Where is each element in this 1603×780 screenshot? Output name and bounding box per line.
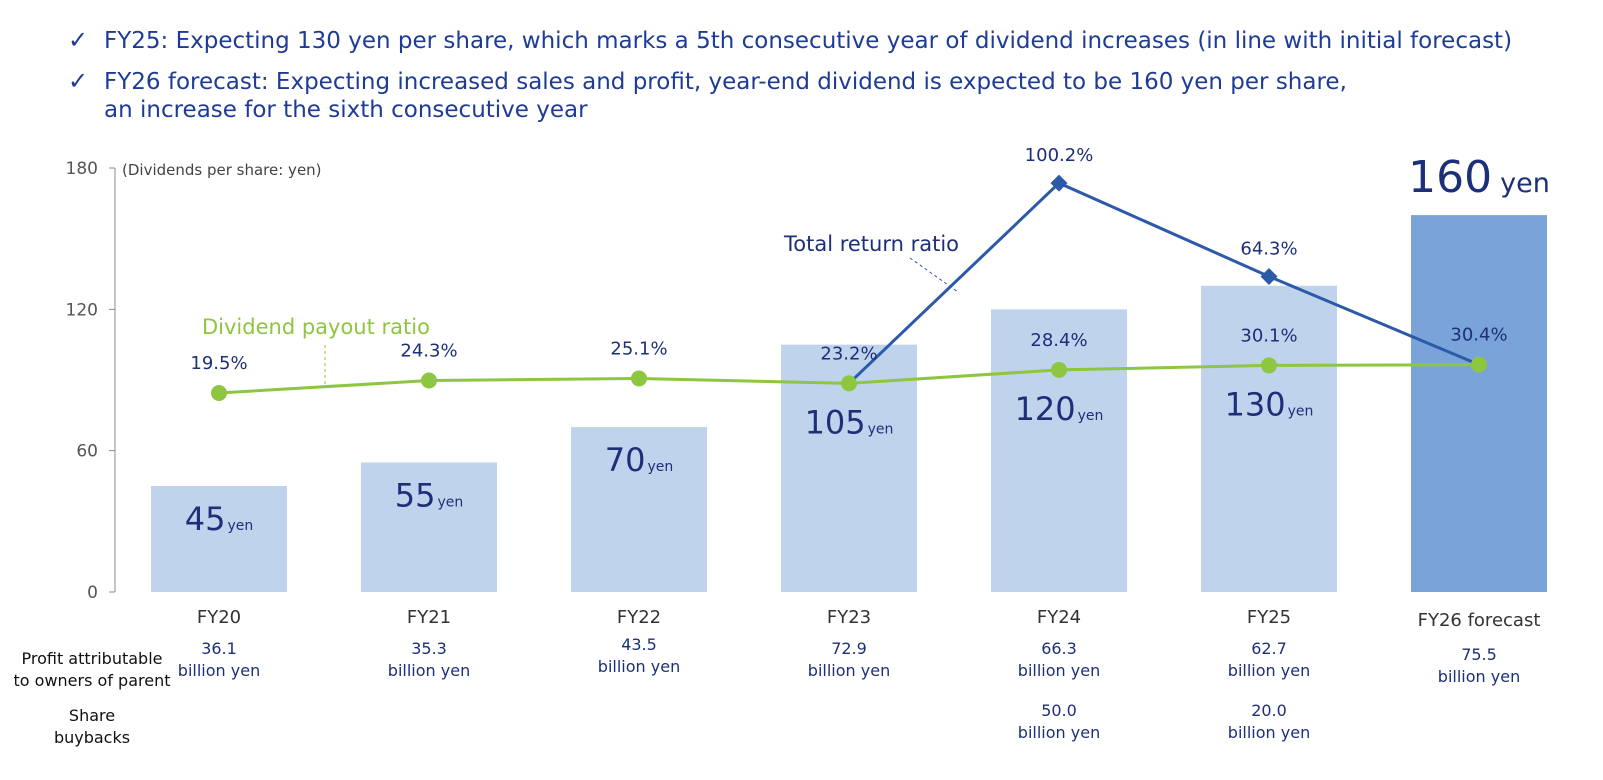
bar-unit: yen [868, 421, 894, 437]
axis-label: (Dividends per share: yen) [122, 161, 322, 179]
bullet-text: FY25: Expecting 130 yen per share, which… [104, 28, 1512, 54]
y-tick-label: 60 [76, 442, 98, 462]
row-label: to owners of parent [14, 671, 171, 690]
bar-value: 70 [605, 441, 646, 479]
bar-unit: yen [1078, 408, 1104, 424]
bar-value: 55 [395, 476, 436, 514]
data-label: 25.1% [610, 338, 667, 359]
legend-label: Dividend payout ratio [202, 315, 430, 339]
row-value: 35.3 [411, 639, 447, 658]
x-tick-label: FY23 [827, 607, 871, 628]
bar-label: 130 yen [1225, 385, 1314, 423]
bar-value: 105 [805, 403, 866, 441]
row-label: buybacks [54, 728, 130, 747]
row-value: 66.3 [1041, 639, 1077, 658]
row-value: 36.1 [201, 639, 237, 658]
bar-unit: yen [1500, 168, 1550, 199]
x-tick-label: FY22 [617, 607, 661, 628]
bar-label: 45 yen [185, 500, 254, 538]
data-label: 30.1% [1240, 325, 1297, 346]
bar [361, 462, 497, 592]
x-tick-label: FY26 forecast [1418, 610, 1541, 631]
row-unit: billion yen [1228, 661, 1310, 680]
data-label: 64.3% [1240, 238, 1297, 259]
x-tick-label: FY21 [407, 607, 451, 628]
bar-label: 70 yen [605, 441, 674, 479]
y-tick-label: 180 [66, 159, 98, 179]
bar-value: 45 [185, 500, 226, 538]
row-label: Share [69, 706, 115, 725]
data-label: 100.2% [1025, 145, 1094, 166]
row-value: 50.0 [1041, 701, 1077, 720]
row-unit: billion yen [808, 661, 890, 680]
bar [151, 486, 287, 592]
point [631, 370, 647, 387]
bar-unit: yen [437, 494, 463, 510]
bar-value: 130 [1225, 385, 1286, 423]
bar-label: 105 yen [805, 403, 894, 441]
row-value: 75.5 [1461, 645, 1497, 664]
bar-label: 120 yen [1015, 390, 1104, 428]
point [211, 385, 227, 402]
data-label: 30.4% [1450, 325, 1507, 346]
row-unit: billion yen [178, 661, 260, 680]
row-unit: billion yen [1018, 661, 1100, 680]
point [421, 372, 437, 389]
row-value: 43.5 [621, 635, 657, 654]
x-tick-label: FY24 [1037, 607, 1081, 628]
row-unit: billion yen [388, 661, 470, 680]
point [1051, 361, 1067, 378]
bar [991, 309, 1127, 592]
row-value: 20.0 [1251, 701, 1287, 720]
bar [571, 427, 707, 592]
bar [1201, 285, 1337, 592]
bar-unit: yen [1288, 403, 1314, 419]
point [1261, 357, 1277, 374]
row-value: 72.9 [831, 639, 867, 658]
bar-label: 55 yen [395, 476, 464, 514]
x-tick-label: FY25 [1247, 607, 1291, 628]
bullet-text: an increase for the sixth consecutive ye… [104, 97, 588, 123]
data-label: 19.5% [190, 353, 247, 374]
row-value: 62.7 [1251, 639, 1287, 658]
bar-value: 160 [1408, 152, 1492, 203]
data-label: 24.3% [400, 341, 457, 362]
data-label: 28.4% [1030, 330, 1087, 351]
bar-value: 120 [1015, 390, 1076, 428]
legend-label: Total return ratio [783, 232, 959, 256]
row-unit: billion yen [1018, 723, 1100, 742]
y-tick-label: 0 [87, 583, 98, 603]
row-label: Profit attributable [21, 649, 162, 668]
bullet-text: FY26 forecast: Expecting increased sales… [104, 69, 1347, 95]
x-tick-label: FY20 [197, 607, 241, 628]
check-icon: ✓ [68, 26, 88, 54]
row-unit: billion yen [598, 657, 680, 676]
y-tick-label: 120 [66, 300, 98, 320]
bar [1411, 215, 1547, 592]
point [1471, 356, 1487, 373]
bar-unit: yen [227, 518, 253, 534]
point [841, 375, 857, 392]
row-unit: billion yen [1228, 723, 1310, 742]
point [1260, 267, 1278, 285]
data-label: 23.2% [820, 343, 877, 364]
row-unit: billion yen [1438, 667, 1520, 686]
bar-unit: yen [647, 459, 673, 475]
bar-label: 160 yen [1408, 152, 1550, 203]
check-icon: ✓ [68, 67, 88, 95]
series-line [847, 181, 1480, 385]
